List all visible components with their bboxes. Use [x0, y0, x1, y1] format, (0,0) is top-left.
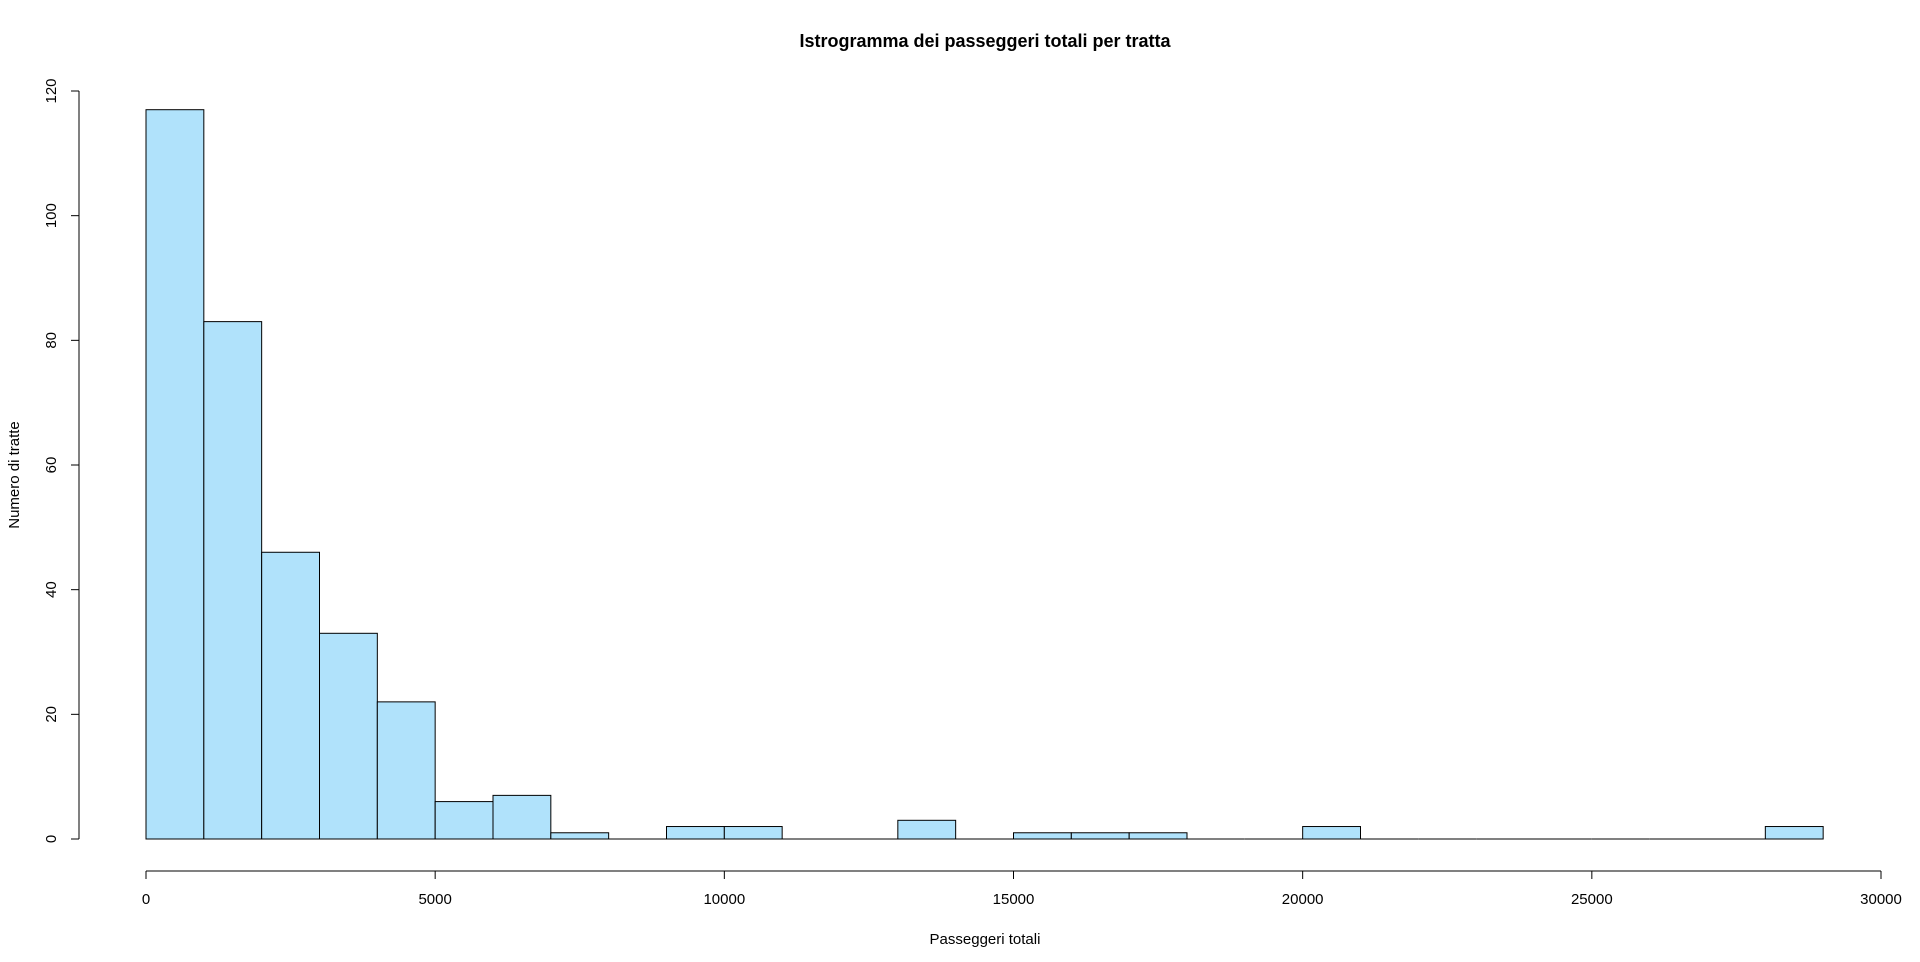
x-tick-label-1: 5000: [418, 891, 451, 908]
bars-group: [145, 109, 1824, 840]
x-tick-label-0: 0: [142, 891, 150, 908]
y-tick-label-4: 80: [43, 332, 60, 349]
y-tick-label-2: 40: [43, 581, 60, 598]
x-tick-label-5: 25000: [1571, 891, 1613, 908]
histogram-bar-15: [1013, 832, 1072, 840]
x-axis-label: Passeggeri totali: [930, 931, 1041, 948]
histogram-bar-2: [261, 551, 321, 840]
y-tick-label-5: 100: [43, 203, 60, 228]
x-tick-label-2: 10000: [703, 891, 745, 908]
y-axis-label: Numero di tratte: [6, 421, 23, 529]
histogram-bar-20: [1302, 826, 1362, 840]
y-tick-label-1: 20: [43, 706, 60, 723]
histogram-bar-7: [550, 832, 610, 840]
histogram-bar-10: [723, 826, 783, 840]
y-tick-label-0: 0: [43, 835, 60, 843]
x-axis: 0 5000 10000 15000 20000 25000 30000: [142, 870, 1902, 908]
histogram-bar-3: [319, 632, 378, 840]
histogram-bar-5: [434, 801, 494, 840]
y-tick-label-3: 60: [43, 457, 60, 474]
histogram-bar-28: [1764, 826, 1824, 840]
x-tick-label-6: 30000: [1860, 891, 1902, 908]
histogram-bar-9: [666, 826, 725, 840]
chart-title: Istrogramma dei passeggeri totali per tr…: [799, 31, 1171, 51]
histogram-bar-4: [376, 701, 436, 840]
histogram-bar-0: [145, 109, 205, 840]
x-tick-label-3: 15000: [993, 891, 1035, 908]
histogram-bar-1: [203, 321, 263, 840]
y-tick-label-6: 120: [43, 78, 60, 103]
histogram-bar-17: [1128, 832, 1188, 840]
x-tick-label-4: 20000: [1282, 891, 1324, 908]
histogram-bar-13: [897, 819, 957, 840]
histogram-bar-6: [492, 794, 552, 840]
histogram-bar-16: [1070, 832, 1130, 840]
y-axis: 0 20 40 60 80 100 120: [43, 78, 80, 843]
